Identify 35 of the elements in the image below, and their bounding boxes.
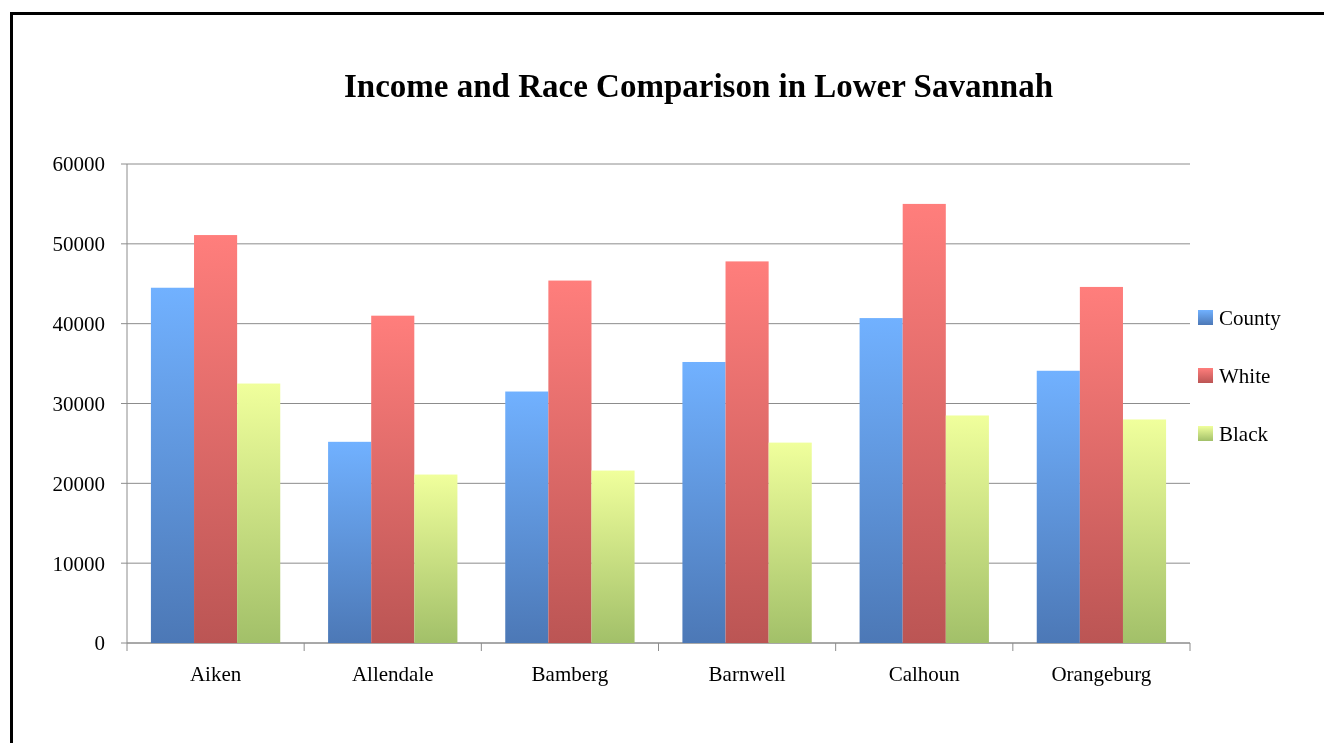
bar [591, 470, 635, 643]
y-tick-label: 0 [94, 631, 105, 656]
bar [237, 383, 281, 643]
bar [1122, 419, 1167, 643]
bar [768, 442, 812, 643]
bar [725, 261, 769, 643]
x-tick-label: Orangeburg [1051, 662, 1152, 686]
bar [902, 203, 946, 643]
chart-title: Income and Race Comparison in Lower Savannah [344, 68, 1053, 104]
legend-label: Black [1219, 422, 1269, 447]
x-tick-label: Bamberg [531, 662, 609, 686]
x-tick-label: Barnwell [708, 662, 786, 686]
y-tick-label: 30000 [52, 391, 105, 416]
legend-label: White [1219, 364, 1271, 389]
bar [505, 391, 549, 643]
x-tick-label: Calhoun [888, 662, 961, 686]
bar [1079, 286, 1123, 643]
bar [859, 318, 903, 643]
bar [945, 415, 989, 643]
bar [371, 315, 415, 643]
bar [414, 474, 458, 643]
bar [1036, 370, 1080, 643]
y-tick-label: 60000 [52, 152, 105, 177]
y-tick-label: 40000 [52, 312, 105, 337]
legend-label: County [1219, 306, 1282, 331]
y-tick-label: 10000 [52, 551, 105, 576]
y-tick-label: 50000 [52, 232, 105, 257]
x-tick-label: Allendale [351, 662, 434, 686]
bar [150, 287, 195, 643]
bar [548, 280, 592, 643]
bar [194, 235, 238, 643]
x-tick-label: Aiken [189, 662, 242, 686]
bar [328, 441, 372, 643]
bar [682, 361, 726, 643]
y-tick-label: 20000 [52, 471, 105, 496]
